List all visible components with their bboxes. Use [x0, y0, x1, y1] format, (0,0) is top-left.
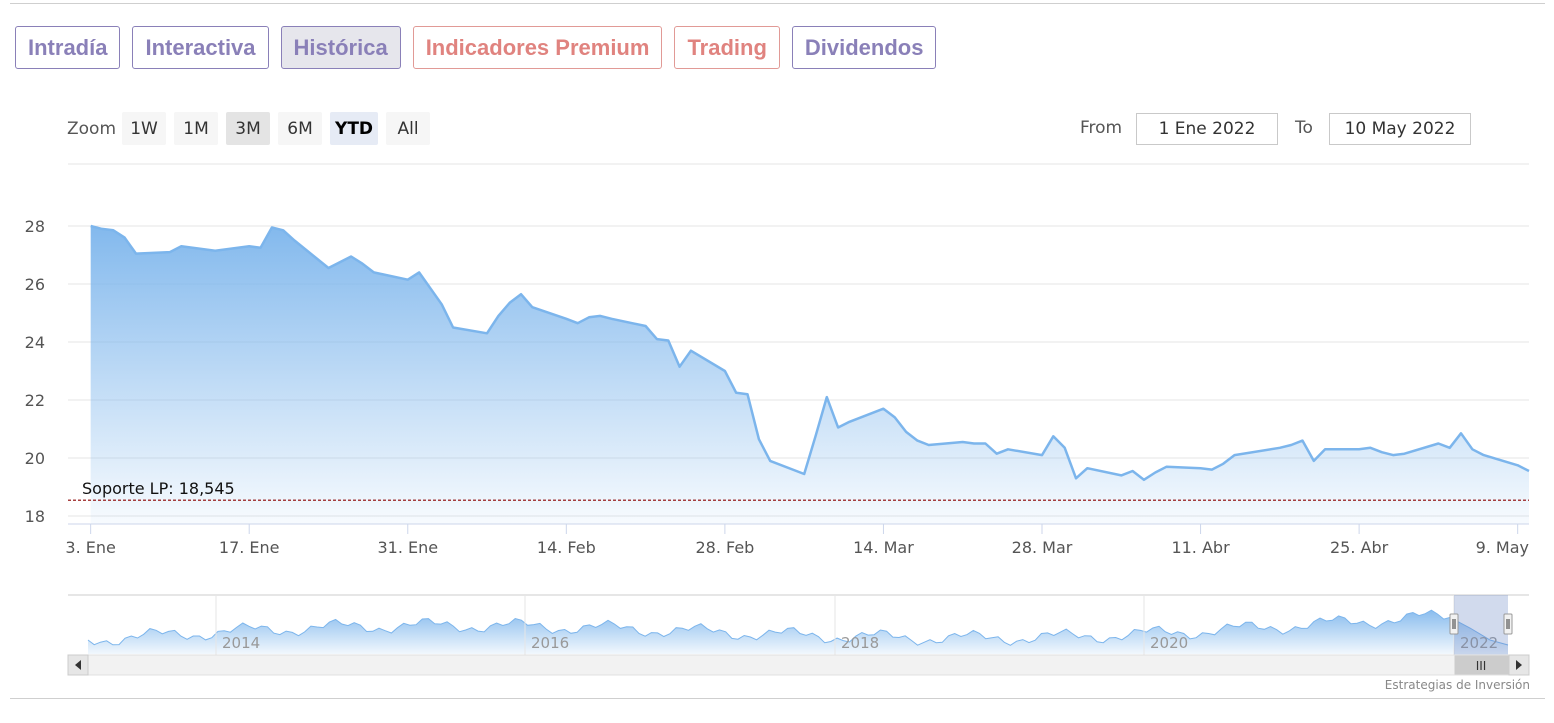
zoom-button-ytd[interactable]: YTD [330, 112, 379, 145]
support-label: Soporte LP: 18,545 [82, 479, 235, 498]
navigator-handle-left[interactable] [1449, 613, 1459, 635]
zoom-button-1m[interactable]: 1M [174, 112, 219, 145]
scrollbar-grip: III [1476, 659, 1487, 673]
tab-intradía[interactable]: Intradía [15, 26, 121, 69]
navigator-handle-right[interactable] [1503, 613, 1513, 635]
tab-histórica[interactable]: Histórica [280, 26, 401, 69]
tab-trading[interactable]: Trading [674, 26, 780, 69]
handle-body[interactable] [1503, 613, 1513, 635]
zoom-button-6m[interactable]: 6M [278, 112, 323, 145]
navigator-selection[interactable] [1454, 595, 1508, 655]
zoom-button-1w[interactable]: 1W [122, 112, 167, 145]
scrollbar-track[interactable] [67, 654, 1530, 676]
navigator-year-label: 2014 [222, 634, 260, 652]
price-area [90, 226, 1530, 524]
plot-area: Soporte LP: 18,545 [68, 224, 1530, 524]
navigator-year-label: 2016 [531, 634, 569, 652]
axes: 18 20 22 24 26 28 3. Ene 17. Ene 31. Ene 14. Feb 2… [25, 217, 1529, 557]
y-tick-label: 28 [25, 217, 45, 236]
navigator[interactable]: 2014 2016 2018 2020 2022 III [67, 594, 1530, 676]
x-tick-label: 28. Feb [695, 538, 754, 557]
y-tick-label: 22 [25, 391, 45, 410]
chart-tabs: Intradía Interactiva Histórica Indicadores … [15, 26, 937, 69]
y-tick-label: 18 [25, 507, 45, 526]
tab-indicadores-premium[interactable]: Indicadores Premium [412, 26, 663, 69]
y-tick-label: 26 [25, 275, 45, 294]
bottom-divider [10, 698, 1545, 699]
from-label: From [1080, 118, 1123, 138]
x-tick-label: 11. Abr [1171, 538, 1230, 557]
arrow-left-icon [75, 660, 81, 670]
x-tick-label: 25. Abr [1330, 538, 1389, 557]
x-tick-label: 14. Feb [537, 538, 596, 557]
credit-text: Estrategias de Inversión [1384, 678, 1530, 692]
y-tick-label: 20 [25, 449, 45, 468]
x-tick-label: 14. Mar [853, 538, 914, 557]
navigator-year-label: 2022 [1460, 634, 1498, 652]
price-line [90, 224, 1530, 482]
zoom-button-3m[interactable]: 3M [226, 112, 271, 145]
tab-dividendos[interactable]: Dividendos [791, 26, 937, 69]
y-tick-label: 24 [25, 333, 45, 352]
x-tick-label: 3. Ene [65, 538, 115, 557]
from-date-input[interactable]: 1 Ene 2022 [1136, 113, 1278, 145]
zoom-controls: Zoom 1W 1M 3M 6M YTD All [67, 112, 438, 145]
navigator-year-label: 2018 [841, 634, 879, 652]
to-label: To [1295, 118, 1313, 138]
handle-body[interactable] [1449, 613, 1459, 635]
top-divider [10, 3, 1545, 4]
x-tick-label: 28. Mar [1012, 538, 1073, 557]
navigator-year-label: 2020 [1150, 634, 1188, 652]
scrollbar-thumb[interactable] [1454, 655, 1509, 675]
arrow-right-icon [1516, 660, 1522, 670]
x-tick-label: 17. Ene [219, 538, 280, 557]
navigator-line [87, 609, 1509, 646]
to-date-input[interactable]: 10 May 2022 [1329, 113, 1471, 145]
zoom-button-all[interactable]: All [386, 112, 431, 145]
x-tick-label: 9. May [1476, 538, 1529, 557]
x-tick-label: 31. Ene [377, 538, 438, 557]
tab-interactiva[interactable]: Interactiva [132, 26, 269, 69]
zoom-label: Zoom [67, 118, 117, 139]
